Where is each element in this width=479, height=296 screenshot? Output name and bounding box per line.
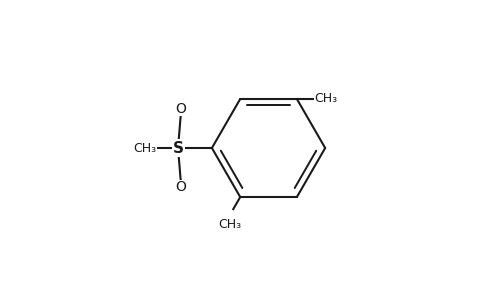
- Text: O: O: [175, 180, 186, 194]
- Text: CH₃: CH₃: [218, 218, 241, 231]
- Text: CH₃: CH₃: [134, 141, 157, 155]
- Text: CH₃: CH₃: [314, 92, 338, 105]
- Text: O: O: [175, 102, 186, 116]
- Text: S: S: [173, 141, 184, 155]
